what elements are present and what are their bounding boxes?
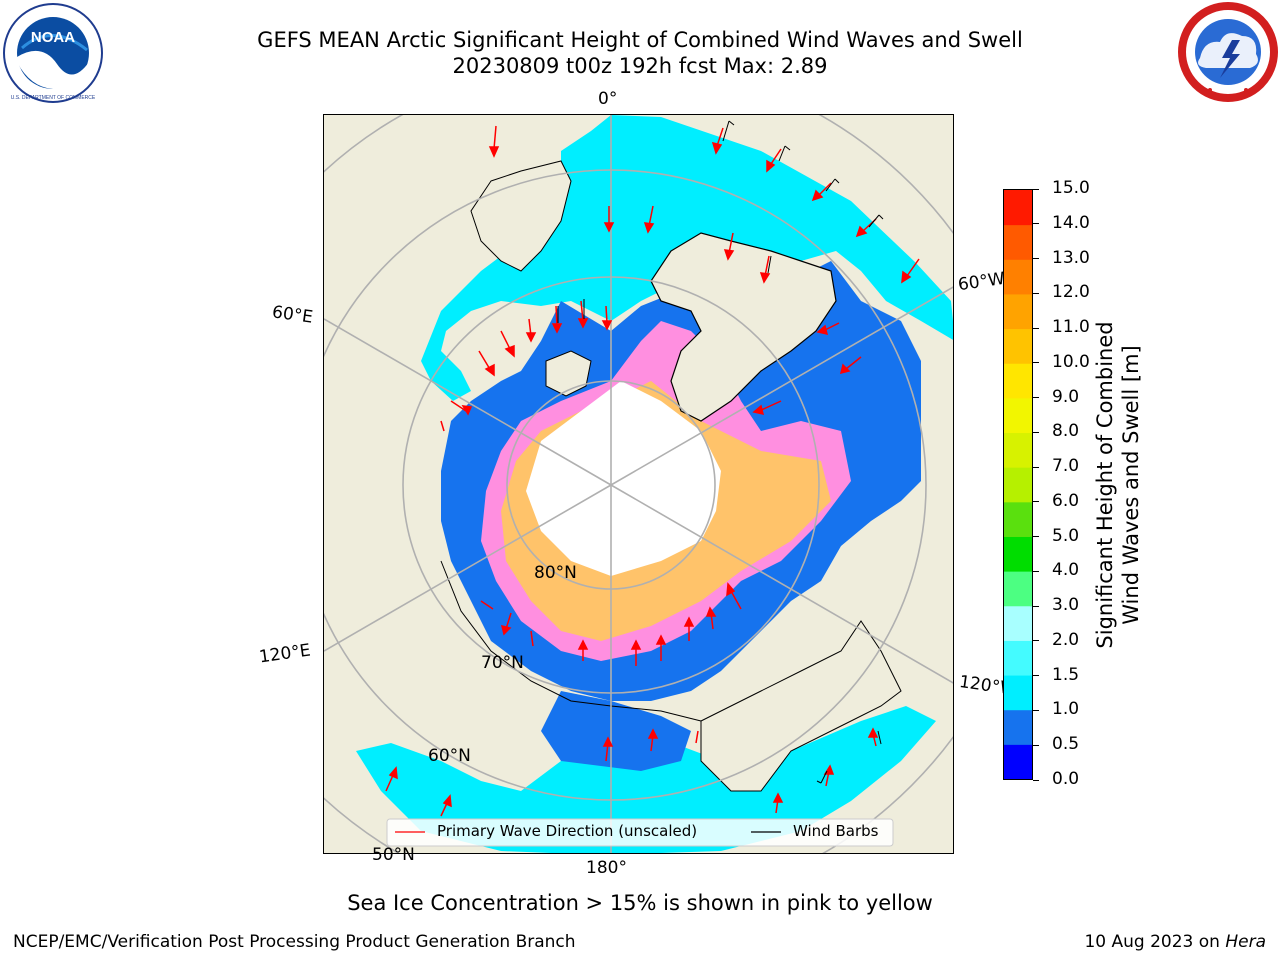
colorbar-tick-label: 10.0	[1052, 351, 1090, 372]
colorbar-tick-mark	[1033, 397, 1039, 399]
colorbar-bin	[1004, 328, 1032, 364]
colorbar-bin	[1004, 259, 1032, 295]
ocean-cyan-pacific	[356, 706, 936, 853]
lat-label-60n: 60°N	[428, 746, 471, 766]
colorbar-tick-mark	[1033, 466, 1039, 468]
wave-direction-arrows	[385, 125, 920, 817]
colorbar-tick-label: 0.5	[1052, 734, 1080, 755]
colorbar-tick-mark	[1033, 570, 1039, 572]
footer-machine: Hera	[1225, 932, 1266, 952]
colorbar-tick-mark	[1033, 605, 1039, 607]
colorbar-tick-label: 1.0	[1052, 699, 1080, 720]
polar-map-canvas	[324, 115, 953, 853]
colorbar-bin	[1004, 744, 1032, 780]
lon-label-60w: 60°W	[956, 268, 1007, 296]
lon-label-60e: 60°E	[270, 302, 315, 328]
colorbar-tick-label: 15.0	[1052, 178, 1090, 198]
colorbar-swatches	[1004, 190, 1032, 780]
colorbar-tick-mark	[1033, 327, 1039, 329]
colorbar-tick-label: 14.0	[1052, 212, 1090, 233]
colorbar-tick-mark	[1033, 744, 1039, 746]
legend-wind-label: Wind Barbs	[793, 822, 879, 840]
lon-label-180: 180°	[586, 858, 627, 878]
colorbar-tick-label: 5.0	[1052, 525, 1080, 546]
colorbar-tick-label: 1.5	[1052, 664, 1080, 685]
lat-label-50n: 50°N	[372, 845, 415, 865]
svg-text:NOAA: NOAA	[31, 29, 75, 46]
colorbar-bin	[1004, 536, 1032, 572]
lat-label-80n: 80°N	[534, 563, 577, 583]
colorbar-bin	[1004, 640, 1032, 676]
colorbar-tick-label: 9.0	[1052, 386, 1080, 407]
map-subtitle: 20230809 t00z 192h fcst Max: 2.89	[452, 54, 828, 78]
colorbar-tick-mark	[1033, 779, 1039, 781]
colorbar-tick-mark	[1033, 709, 1039, 711]
colorbar-tick-mark	[1033, 258, 1039, 260]
colorbar-tick-mark	[1033, 223, 1039, 225]
colorbar-bin	[1004, 467, 1032, 503]
colorbar-bin	[1004, 363, 1032, 399]
colorbar-tick-mark	[1033, 292, 1039, 294]
svg-text:U.S. DEPARTMENT OF COMMERCE: U.S. DEPARTMENT OF COMMERCE	[11, 95, 96, 101]
colorbar-tick-mark	[1033, 640, 1039, 642]
colorbar-tick-mark	[1033, 431, 1039, 433]
colorbar-bin	[1004, 190, 1032, 226]
colorbar-bin	[1004, 709, 1032, 745]
nws-logo	[1176, 0, 1280, 104]
longitude-grid	[324, 115, 953, 853]
lon-label-120e: 120°E	[257, 640, 312, 668]
colorbar-tick-mark	[1033, 675, 1039, 677]
colorbar-tick-label: 6.0	[1052, 490, 1080, 511]
map-title: GEFS MEAN Arctic Significant Height of C…	[257, 28, 1023, 52]
colorbar-bin	[1004, 675, 1032, 711]
legend-box	[386, 818, 894, 847]
colorbar-tick-label: 12.0	[1052, 282, 1090, 303]
colorbar-tick-label: 0.0	[1052, 769, 1080, 789]
colorbar-tick-mark	[1033, 188, 1039, 190]
colorbar-tick-label: 2.0	[1052, 629, 1080, 650]
colorbar-label-line1: Significant Height of Combined	[1093, 321, 1117, 649]
greenland-land	[650, 232, 837, 422]
scandinavia-land	[470, 160, 572, 272]
alaska-land	[700, 620, 902, 792]
colorbar	[1003, 189, 1033, 780]
colorbar-bin	[1004, 397, 1032, 434]
lon-label-0: 0°	[598, 89, 618, 109]
footer-date: 10 Aug 2023 on Hera	[1084, 932, 1266, 952]
colorbar-tick-mark	[1033, 536, 1039, 538]
svalbard-land	[545, 350, 592, 397]
legend-wave-label: Primary Wave Direction (unscaled)	[437, 822, 698, 840]
colorbar-bin	[1004, 432, 1032, 468]
sea-ice-note: Sea Ice Concentration > 15% is shown in …	[347, 891, 933, 915]
colorbar-tick-label: 4.0	[1052, 560, 1080, 581]
siberia-coast	[440, 560, 702, 722]
colorbar-bin	[1004, 571, 1032, 607]
colorbar-tick-mark	[1033, 501, 1039, 503]
colorbar-tick-label: 11.0	[1052, 317, 1090, 338]
colorbar-tick-mark	[1033, 362, 1039, 364]
polar-map	[323, 114, 954, 854]
footer-date-text: 10 Aug 2023 on	[1084, 932, 1220, 952]
colorbar-bin	[1004, 293, 1032, 330]
colorbar-tick-label: 13.0	[1052, 247, 1090, 268]
noaa-logo: NOAA U.S. DEPARTMENT OF COMMERCE	[2, 2, 104, 104]
footer-branch: NCEP/EMC/Verification Post Processing Pr…	[13, 932, 576, 952]
colorbar-bin	[1004, 224, 1032, 260]
colorbar-bin	[1004, 501, 1032, 537]
lat-label-70n: 70°N	[481, 653, 524, 673]
colorbar-tick-label: 3.0	[1052, 595, 1080, 616]
colorbar-tick-label: 7.0	[1052, 456, 1080, 477]
wind-barbs	[557, 120, 884, 784]
ocean-blue-bering	[541, 691, 691, 771]
colorbar-label-line2: Wind Waves and Swell [m]	[1119, 345, 1143, 625]
colorbar-bin	[1004, 605, 1032, 641]
colorbar-tick-label: 8.0	[1052, 421, 1080, 442]
